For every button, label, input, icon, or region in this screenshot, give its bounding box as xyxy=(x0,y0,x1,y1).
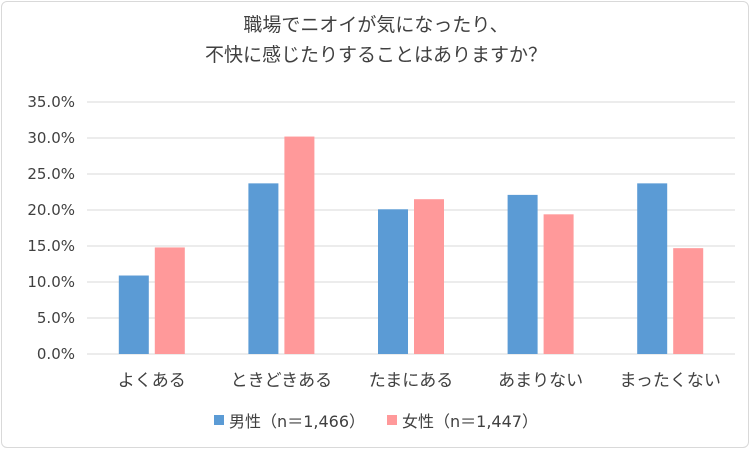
y-tick-label: 15.0% xyxy=(27,237,75,255)
bar-male xyxy=(248,183,279,354)
bar-female xyxy=(414,199,444,354)
bar-male xyxy=(118,275,149,354)
bar-male xyxy=(378,209,408,354)
bar-male xyxy=(637,183,668,354)
legend-label-male: 男性（n＝1,466） xyxy=(229,412,365,431)
x-category-label: ときどきある xyxy=(231,371,333,391)
y-tick-label: 30.0% xyxy=(27,129,75,147)
y-tick-label: 25.0% xyxy=(27,165,75,183)
bar-female xyxy=(284,136,315,354)
x-category-label: よくある xyxy=(118,371,186,391)
legend-item-female: 女性（n＝1,447） xyxy=(387,408,538,432)
bar-female xyxy=(673,248,704,354)
legend-item-male: 男性（n＝1,466） xyxy=(214,408,365,432)
chart-title-line-1: 職場でニオイが気になったり、 xyxy=(243,14,509,36)
bar-female xyxy=(543,214,574,354)
y-tick-label: 0.0% xyxy=(37,345,75,363)
chart-title-line-2: 不快に感じたりすることはありますか？ xyxy=(204,44,547,66)
bar-male xyxy=(507,194,538,354)
legend-label-female: 女性（n＝1,447） xyxy=(402,412,538,431)
y-tick-label: 10.0% xyxy=(27,273,75,291)
y-tick-label: 5.0% xyxy=(37,309,75,327)
x-category-label: まったくない xyxy=(620,371,721,391)
gridlines xyxy=(87,101,735,355)
y-tick-label: 20.0% xyxy=(27,201,75,219)
x-category-label: あまりない xyxy=(498,371,583,391)
x-axis-categories: よくある ときどきある たまにある あまりない まったくない xyxy=(118,371,721,391)
bar-female xyxy=(154,247,185,354)
x-category-label: たまにある xyxy=(369,371,454,391)
legend-swatch-female xyxy=(387,415,397,425)
chart-title: 職場でニオイが気になったり、 不快に感じたりすることはありますか？ xyxy=(0,10,752,70)
y-axis-ticks: 0.0% 5.0% 10.0% 15.0% 20.0% 25.0% 30.0% 35.0% xyxy=(27,93,75,363)
bars xyxy=(118,136,704,354)
y-tick-label: 35.0% xyxy=(27,93,75,111)
legend: 男性（n＝1,466） 女性（n＝1,447） xyxy=(0,408,752,432)
legend-swatch-male xyxy=(214,415,225,425)
